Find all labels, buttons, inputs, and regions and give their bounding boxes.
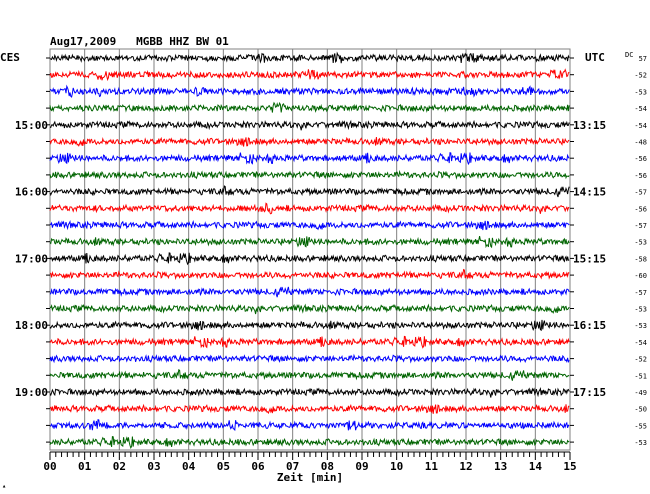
left-hour-label: 17:00 (15, 252, 48, 265)
seismic-trace-row-23 (49, 435, 570, 449)
right-hour-label: 17:15 (573, 386, 606, 399)
seismic-trace-row-9 (49, 202, 570, 215)
right-hour-label: 16:15 (573, 319, 606, 332)
seismic-trace-row-3 (49, 101, 570, 113)
x-tick-label: 08 (321, 460, 334, 473)
left-hour-label: 19:00 (15, 386, 48, 399)
right-hour-label: 15:15 (573, 252, 606, 265)
dc-value: -51 (634, 372, 647, 380)
dc-value: -57 (634, 289, 647, 297)
dc-value: 57 (639, 55, 647, 63)
seismic-trace-row-11 (49, 235, 570, 249)
x-tick-label: 05 (217, 460, 230, 473)
seismic-trace-row-6 (49, 152, 570, 166)
right-hour-label: 14:15 (573, 186, 606, 199)
plot-frame (49, 48, 571, 451)
dc-value: -52 (634, 356, 647, 364)
dc-value: -53 (634, 322, 647, 330)
x-tick-label: 04 (182, 460, 196, 473)
seismic-trace-row-17 (49, 335, 570, 349)
axis-labels: 00 01 02 03 04 05 06 07 08 09 10 11 12 13 14 15 57 -52 -53… (15, 55, 647, 473)
dc-value: -56 (634, 172, 647, 180)
seismic-trace-row-5 (49, 136, 570, 147)
x-tick-label: 01 (78, 460, 92, 473)
grid-lines (46, 48, 574, 460)
chart-title: Aug17,2009 MGBB HHZ BW 01 (50, 35, 229, 48)
dc-value: -57 (634, 222, 647, 230)
seismic-trace-row-21 (49, 403, 570, 415)
seismic-trace-row-18 (49, 353, 570, 364)
dc-value: -53 (634, 239, 647, 247)
dc-value: -55 (634, 422, 647, 430)
seismic-trace-row-14 (49, 286, 570, 298)
right-timezone-label: UTC (585, 51, 605, 64)
seismic-trace-row-12 (49, 252, 570, 266)
seismic-trace-row-8 (49, 185, 570, 198)
dc-value: -52 (634, 72, 647, 80)
x-tick-label: 11 (425, 460, 439, 473)
seismic-trace-row-4 (49, 119, 570, 131)
x-tick-label: 14 (529, 460, 543, 473)
dc-value: -54 (634, 339, 647, 347)
left-hour-label: 16:00 (15, 186, 48, 199)
dc-value: -54 (634, 122, 647, 130)
dc-value: -50 (634, 406, 647, 414)
dc-value: -57 (634, 189, 647, 197)
seismic-trace-row-0 (49, 51, 570, 64)
seismic-trace-row-13 (49, 268, 570, 281)
x-tick-label: 09 (355, 460, 368, 473)
x-axis-label: Zeit [min] (277, 471, 343, 484)
dc-value: -56 (634, 155, 647, 163)
seismic-traces (49, 51, 570, 449)
x-tick-label: 06 (251, 460, 265, 473)
dc-value: -53 (634, 306, 647, 314)
seismic-trace-row-20 (49, 387, 570, 398)
seismic-trace-row-19 (49, 368, 570, 381)
seismic-trace-row-15 (49, 303, 570, 315)
dc-value: -60 (634, 272, 647, 280)
x-tick-label: 15 (563, 460, 576, 473)
x-tick-label: 03 (147, 460, 160, 473)
right-hour-label: 13:15 (573, 119, 606, 132)
dc-value: -56 (634, 205, 647, 213)
seismic-trace-row-7 (49, 169, 570, 180)
dc-value: -49 (634, 389, 647, 397)
seismic-trace-row-16 (49, 319, 570, 332)
x-tick-label: 07 (286, 460, 299, 473)
x-tick-label: 13 (494, 460, 507, 473)
seismic-trace-row-10 (49, 220, 570, 231)
seismic-trace-row-22 (49, 419, 570, 432)
dc-value: -53 (634, 88, 647, 96)
dc-value: -58 (634, 255, 647, 263)
dc-value: -54 (634, 105, 647, 113)
seismic-trace-row-2 (49, 84, 570, 98)
x-tick-label: 10 (390, 460, 403, 473)
left-hour-label: 18:00 (15, 319, 48, 332)
x-tick-label: 02 (113, 460, 126, 473)
corner-mark: ▴ (2, 482, 6, 490)
dc-value: -53 (634, 439, 647, 447)
left-hour-label: 15:00 (15, 119, 48, 132)
dc-column-header: DC (625, 51, 633, 59)
left-timezone-label: CES (0, 51, 20, 64)
dc-value: -48 (634, 139, 647, 147)
x-tick-label: 00 (43, 460, 56, 473)
seismic-trace-row-1 (49, 68, 570, 82)
x-tick-label: 12 (459, 460, 472, 473)
